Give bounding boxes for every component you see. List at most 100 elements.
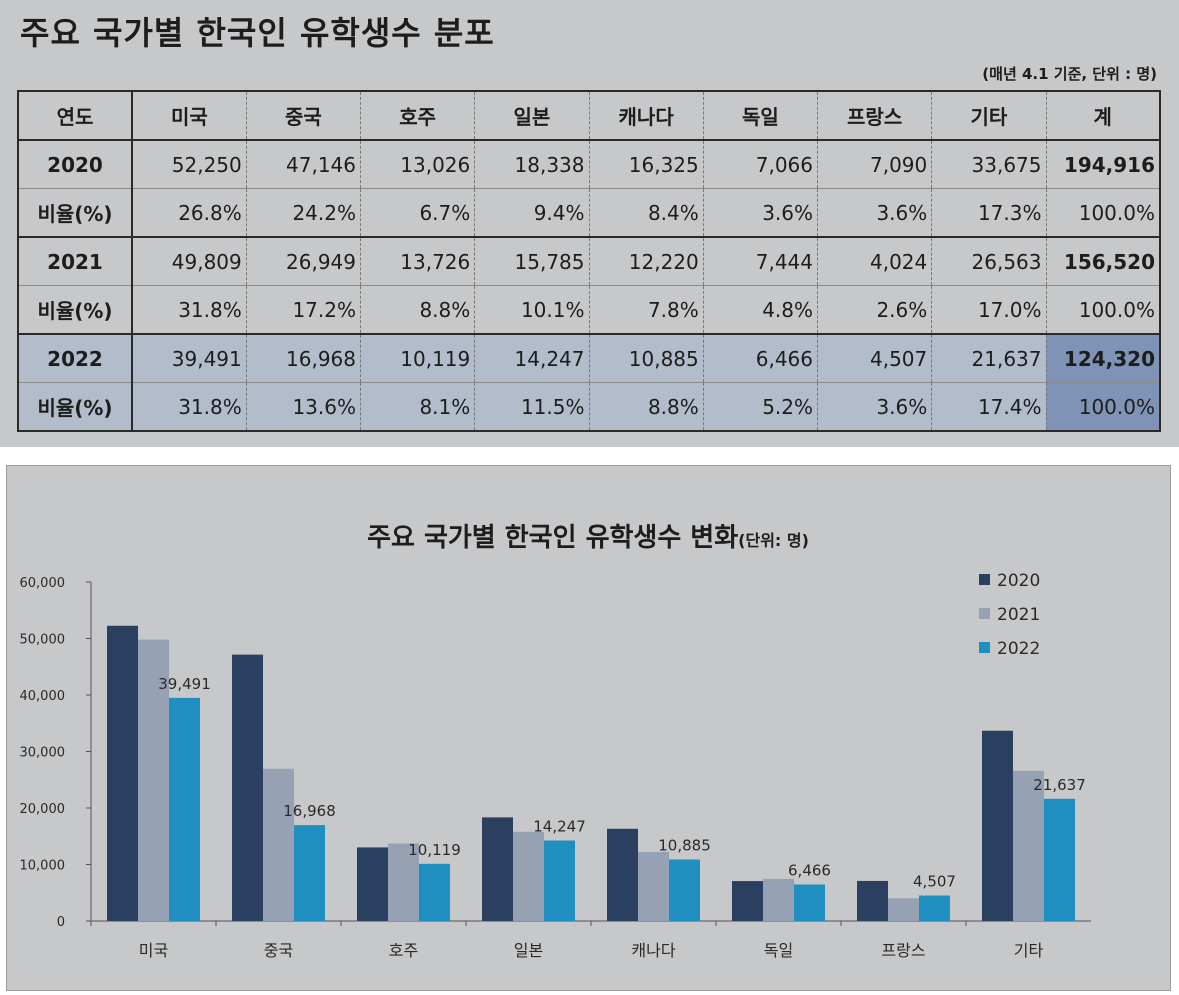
- column-header: 독일: [702, 91, 818, 141]
- bar-2020-7: [982, 730, 1013, 921]
- table-panel: 주요 국가별 한국인 유학생수 분포 (매년 4.1 기준, 단위 : 명) 연…: [0, 0, 1179, 447]
- table-cell: 9.4%: [474, 188, 589, 238]
- column-header: 기타: [931, 91, 1046, 141]
- total-cell: 100.0%: [1045, 382, 1160, 432]
- data-label: 39,491: [158, 675, 211, 693]
- data-label: 21,637: [1033, 776, 1086, 794]
- legend-label: 2022: [997, 639, 1040, 659]
- bar-2020-3: [482, 817, 513, 921]
- data-label: 10,119: [408, 841, 461, 859]
- bar-2022-5: [794, 884, 825, 921]
- bar-2020-0: [107, 625, 138, 921]
- table-cell: 13,726: [359, 237, 475, 286]
- row-header: 2022: [18, 333, 133, 383]
- bar-2022-0: [169, 697, 200, 921]
- row-header: 2021: [18, 237, 133, 286]
- table-cell: 8.1%: [359, 382, 475, 432]
- student-distribution-table: 연도 미국 중국 호주 일본 캐나다 독일 프랑스 기타 계 2020 52,25…: [17, 90, 1161, 432]
- table-cell: 47,146: [245, 140, 361, 189]
- bar-2020-2: [357, 847, 388, 921]
- table-cell: 16,325: [588, 140, 704, 189]
- bar-2020-5: [732, 881, 763, 921]
- y-tick-label: 50,000: [20, 633, 66, 648]
- table-cell: 31.8%: [131, 285, 247, 335]
- bar-2022-1: [294, 825, 325, 921]
- table-cell: 10,885: [588, 333, 704, 383]
- bar-2022-7: [1044, 798, 1075, 921]
- table-cell: 3.6%: [702, 188, 818, 238]
- table-cell: 39,491: [131, 333, 247, 383]
- y-tick-label: 40,000: [20, 689, 66, 704]
- table-cell: 2.6%: [816, 285, 932, 335]
- table-cell: 12,220: [588, 237, 704, 286]
- legend-label: 2021: [997, 605, 1040, 625]
- table-row-count: 2020 52,250 47,146 13,026 18,338 16,325 7,066 7…: [18, 140, 1160, 189]
- column-header: 연도: [18, 91, 133, 141]
- legend-label: 2020: [997, 571, 1040, 591]
- chart-title-main: 주요 국가별 한국인 유학생수 변화: [367, 523, 738, 553]
- x-category-label: 호주: [389, 941, 418, 960]
- column-header: 캐나다: [588, 91, 704, 141]
- y-tick-label: 20,000: [20, 802, 66, 817]
- table-cell: 15,785: [474, 237, 589, 286]
- bar-2021-3: [513, 831, 544, 921]
- table-row-count: 2022 39,491 16,968 10,119 14,247 10,885 6,466 4…: [18, 333, 1160, 383]
- y-tick-label: 60,000: [20, 576, 66, 591]
- table-cell: 17.3%: [931, 188, 1046, 238]
- table-cell: 4,507: [816, 333, 932, 383]
- table-body: 2020 52,250 47,146 13,026 18,338 16,325 7,066 7…: [18, 140, 1160, 432]
- table-row-ratio: 비율(%) 26.8% 24.2% 6.7% 9.4% 8.4% 3.6% 3.6% 17.3%…: [18, 188, 1160, 238]
- table-header-row: 연도 미국 중국 호주 일본 캐나다 독일 프랑스 기타 계: [18, 91, 1160, 141]
- table-cell: 8.8%: [588, 382, 704, 432]
- table-cell: 7,090: [816, 140, 932, 189]
- total-cell: 100.0%: [1045, 188, 1160, 238]
- x-category-label: 캐나다: [631, 941, 675, 960]
- table-row-ratio: 비율(%) 31.8% 17.2% 8.8% 10.1% 7.8% 4.8% 2.6% 17.0…: [18, 285, 1160, 335]
- y-tick-label: 10,000: [20, 859, 66, 874]
- chart-title: 주요 국가별 한국인 유학생수 변화(단위: 명): [367, 523, 809, 553]
- column-header: 일본: [474, 91, 589, 141]
- column-header: 프랑스: [816, 91, 932, 141]
- table-cell: 26,563: [931, 237, 1046, 286]
- table-cell: 52,250: [131, 140, 247, 189]
- x-category-label: 미국: [139, 941, 168, 960]
- y-tick-label: 0: [57, 915, 65, 930]
- bar-2021-0: [138, 639, 169, 921]
- x-category-label: 프랑스: [881, 941, 925, 960]
- bar-2020-1: [232, 654, 263, 921]
- column-header: 계: [1045, 91, 1160, 141]
- column-header: 미국: [131, 91, 247, 141]
- total-cell: 124,320: [1045, 333, 1160, 383]
- data-label: 4,507: [913, 873, 956, 891]
- table-cell: 14,247: [474, 333, 589, 383]
- bar-2020-4: [607, 828, 638, 921]
- table-cell: 3.6%: [816, 382, 932, 432]
- row-header: 비율(%): [18, 382, 133, 432]
- table-cell: 7.8%: [588, 285, 704, 335]
- data-label: 16,968: [283, 802, 336, 820]
- chart-title-unit: (단위: 명): [738, 531, 809, 550]
- data-label: 6,466: [788, 861, 831, 879]
- table-row-count: 2021 49,809 26,949 13,726 15,785 12,220 7,444 4…: [18, 237, 1160, 286]
- table-cell: 4,024: [816, 237, 932, 286]
- x-category-label: 중국: [264, 941, 293, 960]
- table-cell: 5.2%: [702, 382, 818, 432]
- x-category-label: 기타: [1014, 941, 1044, 960]
- data-label: 10,885: [658, 836, 711, 854]
- table-cell: 7,066: [702, 140, 818, 189]
- table-cell: 17.4%: [931, 382, 1046, 432]
- table-cell: 6,466: [702, 333, 818, 383]
- legend-swatch-2020: [979, 574, 990, 585]
- table-cell: 26.8%: [131, 188, 247, 238]
- x-category-label: 일본: [514, 941, 543, 960]
- bar-2022-6: [919, 895, 950, 921]
- total-cell: 156,520: [1045, 237, 1160, 286]
- table-cell: 17.2%: [245, 285, 361, 335]
- table-cell: 18,338: [474, 140, 589, 189]
- bar-2022-3: [544, 840, 575, 921]
- table-cell: 16,968: [245, 333, 361, 383]
- table-cell: 10.1%: [474, 285, 589, 335]
- table-unit-note: (매년 4.1 기준, 단위 : 명): [982, 65, 1157, 83]
- bar-2020-6: [857, 880, 888, 921]
- bar-2021-5: [763, 878, 794, 921]
